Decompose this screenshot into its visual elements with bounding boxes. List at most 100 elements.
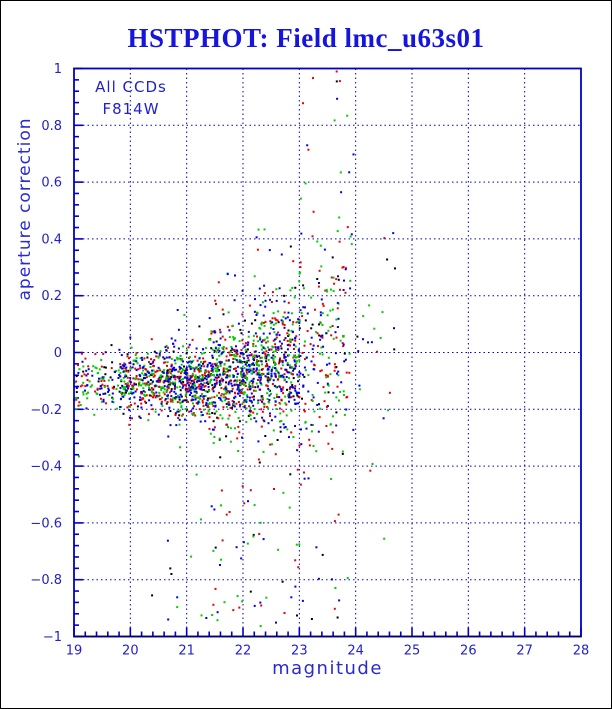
- data-point: [330, 478, 333, 480]
- data-point: [274, 364, 276, 367]
- data-point: [257, 399, 260, 402]
- data-point: [226, 273, 229, 276]
- data-point: [258, 355, 261, 358]
- data-point: [137, 368, 140, 371]
- data-point: [157, 356, 160, 359]
- data-point: [275, 348, 278, 351]
- data-point: [258, 376, 261, 379]
- data-point: [205, 378, 208, 381]
- data-point: [135, 352, 138, 355]
- data-point: [296, 394, 299, 397]
- data-point: [249, 387, 252, 390]
- data-point: [204, 420, 207, 423]
- data-point: [293, 354, 296, 357]
- data-point: [173, 390, 176, 393]
- data-point: [281, 359, 284, 362]
- data-point: [195, 347, 198, 350]
- data-point: [285, 376, 288, 378]
- data-point: [309, 343, 312, 346]
- data-point: [157, 378, 160, 380]
- data-point: [383, 237, 386, 240]
- data-point: [274, 361, 277, 364]
- data-point: [310, 296, 313, 299]
- data-point: [227, 359, 230, 362]
- data-point: [163, 361, 165, 364]
- data-point: [341, 452, 344, 455]
- data-point: [314, 308, 316, 311]
- data-point: [214, 364, 217, 367]
- data-point: [179, 393, 182, 396]
- data-point: [253, 604, 256, 607]
- data-point: [167, 378, 170, 381]
- data-point: [135, 369, 138, 372]
- data-point: [86, 372, 89, 375]
- data-point: [164, 399, 167, 402]
- data-point: [260, 344, 263, 347]
- data-point: [320, 265, 323, 268]
- data-point: [334, 331, 337, 334]
- data-point: [240, 392, 243, 395]
- data-point: [305, 356, 308, 359]
- data-point: [330, 276, 333, 279]
- x-tick-label: 20: [122, 644, 139, 659]
- data-point: [200, 411, 203, 414]
- data-point: [174, 339, 177, 342]
- data-point: [240, 332, 243, 335]
- data-point: [261, 398, 264, 401]
- data-point: [215, 381, 218, 384]
- data-point: [272, 312, 275, 315]
- data-point: [292, 367, 295, 370]
- data-point: [369, 469, 372, 472]
- data-point: [215, 351, 218, 354]
- data-point: [103, 384, 106, 387]
- data-point: [150, 387, 153, 389]
- data-point: [186, 388, 189, 391]
- data-point: [231, 390, 234, 393]
- data-point: [266, 336, 269, 339]
- data-point: [134, 390, 137, 393]
- data-point: [332, 391, 335, 394]
- data-point: [179, 409, 182, 412]
- data-point: [334, 587, 337, 589]
- data-point: [223, 388, 226, 391]
- data-point: [260, 348, 263, 351]
- data-point: [101, 376, 104, 379]
- data-point: [271, 291, 274, 294]
- data-point: [265, 384, 268, 387]
- data-point: [258, 533, 261, 535]
- data-point: [216, 374, 219, 377]
- data-point: [284, 337, 287, 340]
- data-point: [151, 380, 154, 383]
- data-point: [292, 395, 295, 398]
- data-point: [286, 339, 289, 342]
- data-point: [381, 311, 384, 314]
- data-point: [285, 380, 288, 383]
- data-point: [206, 412, 209, 415]
- data-point: [298, 321, 301, 324]
- data-point: [141, 359, 144, 361]
- data-point: [85, 374, 88, 377]
- data-point: [132, 391, 135, 394]
- data-point: [203, 372, 206, 374]
- data-point: [220, 361, 223, 364]
- data-point: [203, 365, 206, 368]
- data-point: [145, 382, 148, 385]
- data-point: [97, 380, 100, 383]
- data-point: [246, 542, 249, 545]
- data-point: [237, 401, 240, 403]
- data-point: [148, 361, 150, 364]
- data-point: [317, 430, 320, 433]
- data-point: [166, 370, 169, 373]
- data-point: [275, 367, 278, 370]
- x-tick-label: 27: [516, 644, 533, 659]
- data-point: [128, 409, 131, 412]
- data-point: [257, 379, 259, 381]
- data-point: [237, 417, 240, 419]
- data-point: [283, 356, 286, 359]
- data-point: [294, 387, 296, 390]
- data-point: [150, 394, 153, 397]
- data-point: [155, 385, 158, 388]
- data-point: [238, 420, 241, 423]
- data-point: [180, 359, 183, 362]
- data-point: [298, 396, 301, 399]
